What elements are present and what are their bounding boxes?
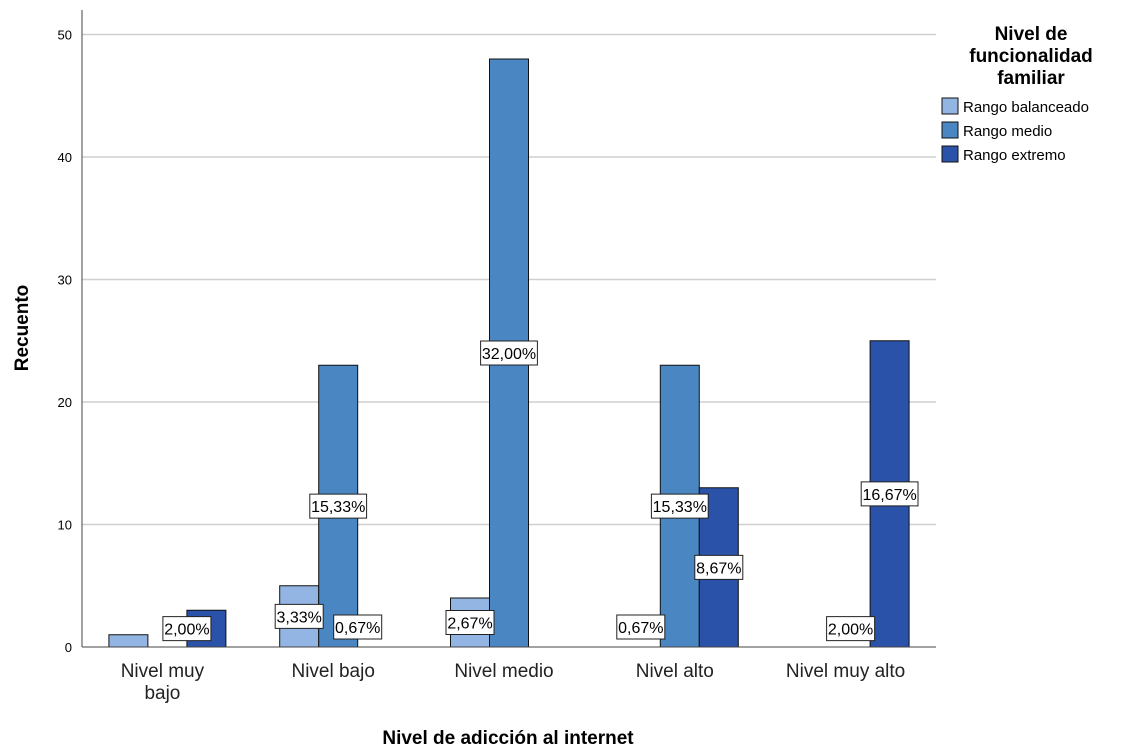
x-tick-label: Nivel bajo bbox=[291, 661, 374, 682]
legend-item-label: Rango balanceado bbox=[963, 99, 1089, 116]
data-label-box bbox=[309, 493, 368, 519]
data-label: 32,00% bbox=[480, 340, 538, 366]
data-label: 15,33% bbox=[309, 493, 368, 519]
data-label: 2,00% bbox=[826, 616, 876, 642]
legend-swatch bbox=[941, 145, 959, 163]
data-label-box bbox=[616, 614, 666, 640]
data-label-box bbox=[274, 603, 324, 629]
data-label: 0,67% bbox=[616, 614, 666, 640]
data-label-text: 16,67% bbox=[862, 487, 916, 504]
data-label-box bbox=[860, 481, 919, 507]
y-tick-labels: 0 10 20 30 40 50 bbox=[58, 28, 72, 656]
data-label-text: 8,67% bbox=[696, 560, 741, 577]
data-label-text: 0,67% bbox=[618, 620, 663, 637]
legend-item-label: Rango extremo bbox=[963, 147, 1066, 164]
data-label-box bbox=[162, 616, 212, 642]
data-label-box bbox=[480, 340, 538, 366]
data-label: 2,67% bbox=[445, 610, 495, 635]
x-tick-label: Nivel alto bbox=[636, 661, 714, 682]
legend-swatch bbox=[941, 97, 959, 115]
y-tick-label: 50 bbox=[58, 28, 72, 43]
data-label: 2,00% bbox=[162, 616, 212, 642]
x-tick-label: Nivel muy alto bbox=[786, 661, 905, 682]
x-tick-labels: Nivel muy bajo Nivel bajo Nivel medio Nivel … bbox=[121, 661, 906, 704]
data-label-box bbox=[445, 610, 495, 635]
data-label-text: 15,33% bbox=[653, 499, 707, 516]
data-label: 15,33% bbox=[650, 493, 709, 519]
data-label-box bbox=[333, 614, 383, 640]
y-tick-label: 30 bbox=[58, 273, 72, 288]
y-axis-title: Recuento bbox=[12, 285, 33, 372]
data-label-text: 32,00% bbox=[482, 346, 536, 363]
legend: Nivel de funcionalidad familiar Rango balan… bbox=[941, 24, 1093, 164]
data-label: 16,67% bbox=[860, 481, 919, 507]
y-tick-label: 10 bbox=[58, 518, 72, 533]
data-labels: 2,00% 3,33% 15,33% 0,67% 2,67% 32,00% 0,67% 15,… bbox=[162, 340, 919, 642]
data-label-box bbox=[826, 616, 876, 642]
y-tick-label: 20 bbox=[58, 395, 72, 410]
data-label-text: 3,33% bbox=[277, 609, 322, 626]
data-label: 8,67% bbox=[694, 554, 744, 580]
data-label: 3,33% bbox=[274, 603, 324, 629]
legend-swatch bbox=[941, 121, 959, 139]
data-label-text: 2,67% bbox=[447, 616, 492, 633]
x-tick-label: Nivel medio bbox=[454, 661, 553, 682]
axes bbox=[81, 10, 936, 648]
y-tick-label: 0 bbox=[65, 640, 72, 655]
data-label-box bbox=[650, 493, 709, 519]
data-label-text: 15,33% bbox=[311, 499, 365, 516]
x-tick-label: Nivel muy bajo bbox=[121, 661, 205, 704]
data-label-text: 2,00% bbox=[828, 622, 873, 639]
data-label-text: 2,00% bbox=[164, 622, 209, 639]
bar bbox=[108, 634, 149, 648]
data-label-box bbox=[694, 554, 744, 580]
data-label-text: 0,67% bbox=[335, 620, 380, 637]
y-tick-label: 40 bbox=[58, 150, 72, 165]
legend-item-label: Rango medio bbox=[963, 123, 1052, 140]
legend-title: Nivel de funcionalidad familiar bbox=[969, 24, 1093, 89]
x-axis-title: Nivel de adicción al internet bbox=[382, 728, 634, 749]
data-label: 0,67% bbox=[333, 614, 383, 640]
